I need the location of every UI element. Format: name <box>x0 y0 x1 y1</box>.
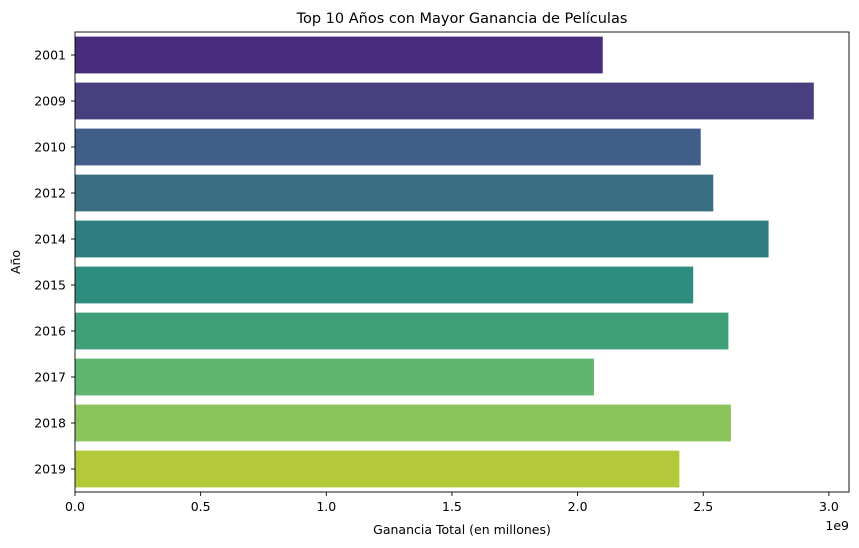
x-tick-label-1.0: 1.0 <box>316 499 336 514</box>
bar-2009 <box>75 82 814 120</box>
x-tick-label-0.5: 0.5 <box>191 499 211 514</box>
bar-2016 <box>75 312 729 350</box>
y-tick-label-2012: 2012 <box>34 186 66 201</box>
plot-frame <box>74 31 850 493</box>
bar-2001 <box>75 36 603 74</box>
y-tick-label-2001: 2001 <box>34 48 66 63</box>
x-tick-label-2.5: 2.5 <box>693 499 713 514</box>
bar-2015 <box>75 266 694 304</box>
bar-2012 <box>75 174 714 212</box>
y-tick-label-2014: 2014 <box>34 232 66 247</box>
y-tick-label-2017: 2017 <box>34 370 66 385</box>
bar-2018 <box>75 404 731 442</box>
y-tick-label-2009: 2009 <box>34 94 66 109</box>
x-tick-label-2.0: 2.0 <box>568 499 588 514</box>
x-tick-label-0.0: 0.0 <box>65 499 85 514</box>
y-tick-label-2016: 2016 <box>34 324 66 339</box>
x-axis: 0.0 0.5 1.0 1.5 2.0 2.5 3.0 <box>65 492 839 514</box>
y-axis: 2001 2009 2010 2012 2014 2015 2016 2017 2018 2019 <box>34 48 75 477</box>
bar-2019 <box>75 450 680 488</box>
bar-2010 <box>75 128 701 166</box>
x-tick-label-1.5: 1.5 <box>442 499 462 514</box>
y-tick-label-2015: 2015 <box>34 278 66 293</box>
x-axis-label: Ganancia Total (en millones) <box>373 522 551 537</box>
bar-2017 <box>75 358 594 396</box>
x-tick-label-3.0: 3.0 <box>819 499 839 514</box>
y-tick-label-2010: 2010 <box>34 140 66 155</box>
chart-title: Top 10 Años con Mayor Ganancia de Pelícu… <box>296 11 628 27</box>
y-tick-label-2019: 2019 <box>34 462 66 477</box>
y-axis-label: Año <box>8 250 23 274</box>
y-tick-label-2018: 2018 <box>34 416 66 431</box>
bars-group <box>75 36 814 488</box>
x-axis-offset-label: 1e9 <box>825 518 849 533</box>
bar-2014 <box>75 220 769 258</box>
